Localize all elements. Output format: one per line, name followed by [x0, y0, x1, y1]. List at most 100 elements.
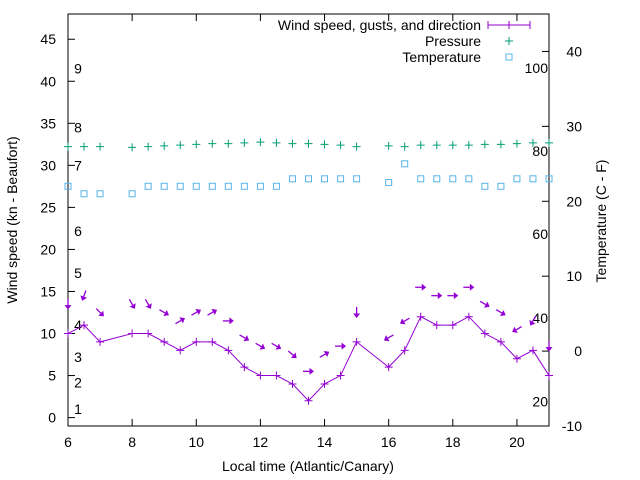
gust-arrow-head	[383, 335, 390, 342]
temperature-point	[385, 179, 393, 187]
wind-speed-point	[80, 321, 89, 330]
beaufort-label: 3	[74, 349, 82, 365]
gust-arrow-shaft	[319, 353, 326, 358]
wind-speed-point	[400, 346, 409, 355]
wind-speed-point	[240, 363, 249, 372]
pressure-point	[176, 141, 185, 150]
y-tick-label: 0	[48, 410, 56, 426]
pressure-point	[144, 142, 153, 151]
gust-arrow-head	[309, 367, 314, 375]
gust-arrow-shaft	[479, 300, 487, 306]
temperature-point	[80, 190, 88, 198]
pressure-point	[464, 141, 473, 150]
y-axis-label: Wind speed (kn - Beaufort)	[4, 136, 20, 303]
pressure-point	[352, 142, 361, 151]
legend: Wind speed, gusts, and directionPressure…	[278, 17, 531, 65]
gust-arrow-head	[243, 335, 250, 342]
wind-speed-point	[432, 321, 441, 330]
temperature-point	[208, 182, 216, 190]
y-tick-label: 30	[40, 157, 56, 173]
pressure-point	[208, 139, 217, 148]
y2-tick-label: -10	[562, 418, 582, 434]
wind-speed-point	[224, 346, 233, 355]
pressure-point	[192, 140, 201, 149]
gust-arrow-head	[399, 318, 406, 325]
wind-speed-point	[384, 363, 393, 372]
temperature-point	[465, 175, 473, 183]
y2-tick-label: 30	[566, 118, 582, 134]
wind-speed-point	[272, 371, 281, 380]
gust-arrow-head	[353, 313, 361, 318]
fahrenheit-label: 80	[532, 143, 548, 159]
y2-tick-label: 40	[566, 43, 582, 59]
beaufort-label: 7	[74, 157, 82, 173]
x-axis-label: Local time (Atlantic/Canary)	[222, 458, 394, 474]
beaufort-label: 8	[74, 120, 82, 136]
gust-arrow-head	[98, 310, 104, 317]
y-tick-label: 20	[40, 241, 56, 257]
gust-arrow-shaft	[495, 309, 503, 314]
temperature-point	[272, 182, 280, 190]
gust-arrow-head	[64, 305, 72, 310]
temperature-point	[353, 175, 361, 183]
pressure-point	[384, 141, 393, 150]
axes-group	[67, 13, 550, 427]
wind-speed-point	[464, 312, 473, 321]
pressure-point	[304, 139, 313, 148]
y-tick-label: 40	[40, 73, 56, 89]
pressure-point	[416, 141, 425, 150]
wind-speed-point	[96, 337, 105, 346]
gust-arrow-head	[545, 347, 553, 352]
gust-arrow-shaft	[403, 317, 410, 322]
gust-arrow-shaft	[271, 342, 278, 348]
y2-axis-label: Temperature (C - F)	[593, 160, 609, 283]
wind-speed-point	[64, 329, 72, 338]
pressure-point	[480, 140, 489, 149]
gust-arrow-shaft	[128, 298, 134, 306]
wind-speed-point	[496, 337, 505, 346]
gust-arrow-head	[512, 326, 518, 333]
gust-arrow-head	[145, 303, 152, 309]
legend-marker-pressure	[505, 37, 513, 45]
pressure-point	[336, 141, 345, 150]
y2-tick-label: 0	[574, 343, 582, 359]
temperature-point	[305, 175, 312, 183]
gust-arrow-head	[469, 283, 475, 291]
plot-frame	[67, 13, 550, 427]
scale-labels-group: 1 2 3 4 5 6 7 8 9 20 40 60 80 100	[74, 60, 548, 417]
temperature-point	[64, 182, 72, 190]
wind-speed-point	[512, 354, 521, 363]
wind-speed-point	[304, 396, 313, 405]
pressure-point	[320, 140, 329, 149]
x-tick-label: 16	[381, 434, 397, 450]
pressure-point	[240, 138, 249, 147]
gust-arrow-head	[211, 308, 218, 316]
fahrenheit-label: 60	[532, 226, 548, 242]
pressure-point	[256, 138, 265, 147]
wind-speed-point	[192, 337, 201, 346]
beaufort-label: 5	[74, 265, 82, 281]
x-tick-label: 6	[64, 434, 72, 450]
beaufort-label: 2	[74, 374, 82, 390]
wind-speed-point	[288, 379, 297, 388]
pressure-point	[448, 141, 457, 150]
wind-speed-point	[352, 337, 361, 346]
gust-arrow-shaft	[95, 308, 102, 314]
fahrenheit-label: 40	[532, 310, 548, 326]
gust-arrow-shaft	[255, 342, 262, 348]
beaufort-label: 1	[74, 401, 82, 417]
pressure-point	[80, 142, 89, 151]
gust-arrow-head	[129, 303, 136, 309]
pressure-point	[128, 143, 137, 152]
pressure-point	[64, 142, 72, 151]
temperature-point	[160, 182, 168, 190]
wind-speed-point	[160, 337, 169, 346]
temperature-point	[481, 182, 489, 190]
wind-speed-point	[176, 346, 185, 355]
gust-arrow-head	[483, 301, 490, 308]
legend-label-wind: Wind speed, gusts, and direction	[278, 17, 481, 33]
gust-arrow-head	[529, 320, 536, 326]
temperature-point	[144, 182, 152, 190]
pressure-point	[96, 142, 105, 151]
